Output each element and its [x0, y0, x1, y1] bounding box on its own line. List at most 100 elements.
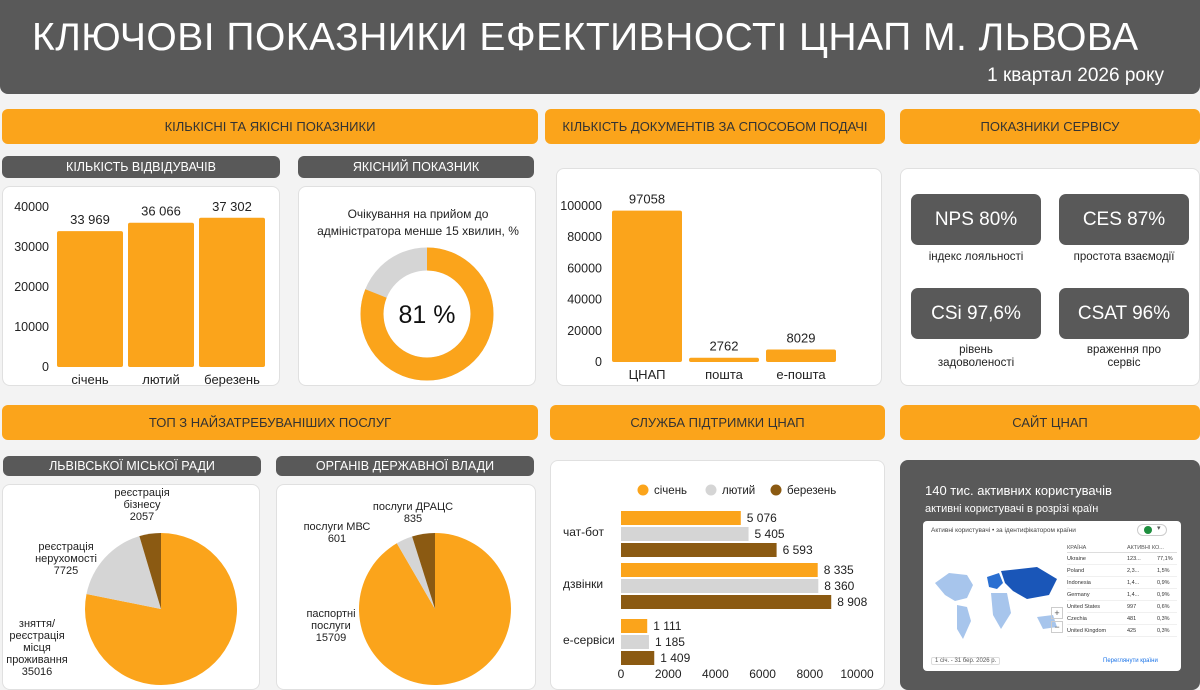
y-tick-label: 100000: [560, 199, 602, 213]
country-name: Czechia: [1067, 615, 1087, 622]
page-subtitle: 1 квартал 2026 року: [987, 65, 1164, 86]
bar-value-label: 2762: [710, 339, 739, 354]
users-column-header: АКТИВНІ КО...: [1127, 544, 1164, 551]
pie-slice-label: послуги: [311, 620, 351, 632]
table-row[interactable]: United Kingdom 425 0,3%: [1067, 625, 1177, 637]
y-tick-label: 0: [595, 355, 602, 369]
pie-value-label: 2057: [130, 511, 154, 523]
table-row[interactable]: United States 997 0,6%: [1067, 601, 1177, 613]
bar-е-сервіси-березень: [621, 651, 655, 665]
section-docs-header: КІЛЬКІСТЬ ДОКУМЕНТІВ ЗА СПОСОБОМ ПОДАЧІ: [545, 109, 885, 144]
table-row[interactable]: Ukraine 123... 77,1%: [1067, 553, 1177, 565]
bar-value-label: 1 409: [660, 651, 690, 665]
pie-slice-label: бізнесу: [124, 499, 161, 511]
bar-е-пошта: [766, 349, 836, 362]
bar-value-label: 8 360: [824, 579, 854, 593]
bar-чат-бот-січень: [621, 511, 741, 525]
zoom-out-button[interactable]: −: [1051, 621, 1063, 633]
bar-value-label: 8 908: [837, 595, 867, 609]
bar-лютий: [128, 222, 194, 367]
bar-value-label: 5 405: [755, 527, 785, 541]
section-quant-header: КІЛЬКІСНІ ТА ЯКІСНІ ПОКАЗНИКИ: [2, 109, 538, 144]
quality-card: Очікування на прийом до адміністратора м…: [298, 186, 536, 386]
table-row[interactable]: Germany 1,4... 0,9%: [1067, 589, 1177, 601]
state-services-card: паспортні послуги 15709 послуги МВС 601 послу…: [276, 484, 536, 690]
nps-caption: індекс лояльності: [928, 251, 1024, 263]
x-tick-label: 4000: [702, 667, 729, 681]
bar-value-label: 8 335: [824, 563, 854, 577]
bar-value-label: 5 076: [747, 511, 777, 525]
users-percent: 1,5%: [1157, 567, 1170, 574]
pie-slice: [86, 536, 161, 609]
users-percent: 0,9%: [1157, 579, 1170, 586]
bar-value-label: 6 593: [783, 543, 813, 557]
users-count: 997: [1127, 603, 1137, 610]
x-tick-label: 6000: [749, 667, 776, 681]
view-countries-link[interactable]: Переглянути країни: [1103, 658, 1158, 664]
date-range-selector[interactable]: 1 січ. - 31 бер. 2026 р.: [931, 657, 1001, 665]
widget-status-chip[interactable]: ▾: [1137, 524, 1167, 536]
zoom-in-button[interactable]: +: [1051, 607, 1063, 619]
pie-slice-label: нерухомості: [35, 553, 97, 565]
users-percent: 0,3%: [1157, 615, 1170, 622]
pie-slice: [412, 533, 435, 609]
table-row[interactable]: Poland 2,3... 1,5%: [1067, 565, 1177, 577]
nps-value: NPS 80%: [911, 194, 1041, 245]
legend-swatch: [637, 484, 649, 496]
bar-value-label: 36 066: [141, 204, 181, 219]
service-card: NPS 80% індекс лояльності CES 87% просто…: [900, 168, 1200, 386]
section-top-header: ТОП З НАЙЗАТРЕБУВАНІШИХ ПОСЛУГ: [2, 405, 538, 440]
users-count: 481: [1127, 615, 1137, 622]
x-tick-label: е-пошта: [776, 367, 826, 382]
map-africa: [991, 593, 1011, 629]
map-americas-south: [957, 605, 971, 639]
x-tick-label: лютий: [142, 372, 180, 387]
quality-description: Очікування на прийом до адміністратора м…: [317, 207, 519, 238]
country-column-header: КРАЇНА: [1067, 544, 1087, 551]
pie-slice: [85, 533, 238, 685]
pie-slice: [139, 533, 161, 609]
check-icon: [1144, 526, 1152, 534]
country-name: Germany: [1067, 591, 1090, 598]
x-tick-label: пошта: [705, 367, 744, 382]
pie-slice-label: паспортні: [306, 608, 355, 620]
pie-slice: [396, 536, 435, 609]
pie-value-label: 15709: [316, 632, 347, 644]
map-asia: [1001, 567, 1057, 599]
map-europe: [987, 573, 1003, 589]
site-card: 140 тис. активних користувачів активні к…: [900, 460, 1200, 690]
pie-slice-label: послуги МВС: [304, 521, 371, 533]
country-name: United Kingdom: [1067, 627, 1107, 634]
country-table: КРАЇНА АКТИВНІ КО... Ukraine 123... 77,1% P…: [1067, 543, 1177, 637]
bar-дзвінки-лютий: [621, 579, 819, 593]
y-tick-label: 60000: [567, 261, 602, 275]
legend-swatch: [705, 484, 717, 496]
documents-chart-card: 0 20000 40000 60000 80000 100000 97058 ЦНАП 2762…: [556, 168, 882, 386]
bar-дзвінки-січень: [621, 563, 818, 577]
users-percent: 0,6%: [1157, 603, 1170, 610]
pie-slice: [359, 533, 512, 685]
y-tick-label: 80000: [567, 230, 602, 244]
users-percent: 77,1%: [1157, 555, 1173, 562]
subsection-city-header: ЛЬВІВСЬКОЇ МІСЬКОЇ РАДИ: [3, 456, 261, 476]
section-support-header: СЛУЖБА ПІДТРИМКИ ЦНАП: [550, 405, 885, 440]
csat-value: CSAT 96%: [1059, 288, 1189, 339]
bar-value-label: 1 111: [653, 619, 682, 633]
users-count: 425: [1127, 627, 1137, 634]
pie-value-label: 601: [328, 533, 346, 545]
pie-slice-label: реєстрація: [9, 630, 64, 642]
bar-е-сервіси-січень: [621, 619, 648, 633]
category-label: чат-бот: [563, 525, 604, 539]
country-table-body: Ukraine 123... 77,1% Poland 2,3... 1,5% Indone…: [1067, 553, 1177, 637]
bar-value-label: 33 969: [70, 212, 110, 227]
bar-чат-бот-березень: [621, 543, 777, 557]
table-row[interactable]: Czechia 481 0,3%: [1067, 613, 1177, 625]
y-tick-label: 10000: [14, 320, 49, 334]
bar-value-label: 37 302: [212, 199, 252, 214]
pie-value-label: 835: [404, 513, 422, 525]
map-americas-north: [935, 573, 973, 601]
site-subline: активні користувачі в розрізі країн: [925, 503, 1099, 515]
page-header: КЛЮЧОВІ ПОКАЗНИКИ ЕФЕКТИВНОСТІ ЦНАП М. Л…: [0, 0, 1200, 94]
table-row[interactable]: Indonesia 1,4... 0,9%: [1067, 577, 1177, 589]
